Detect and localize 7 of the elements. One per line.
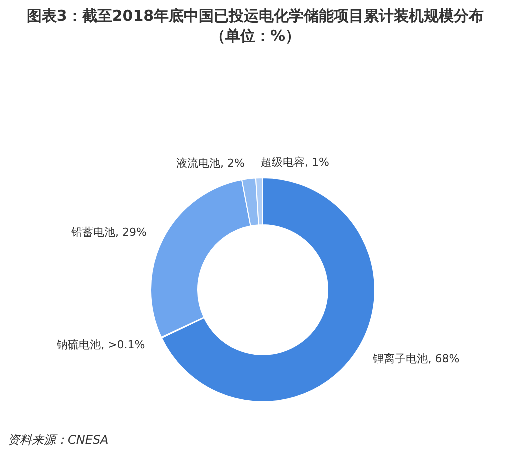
text: 资料来源：CNESA [8, 432, 109, 449]
slice-label: 铅蓄电池, 29% [70, 226, 148, 239]
slice-label: 液流电池, 2% [176, 157, 245, 170]
slice-label: 锂离子电池, 68% [372, 352, 460, 366]
chart-title: 图表3：截至2018年底中国已投运电化学储能项目累计装机规模分布（单位：%） [26, 6, 486, 46]
slice-label: 钠硫电池, >0.1% [56, 338, 146, 352]
slice-label: 超级电容, 1% [260, 156, 330, 170]
